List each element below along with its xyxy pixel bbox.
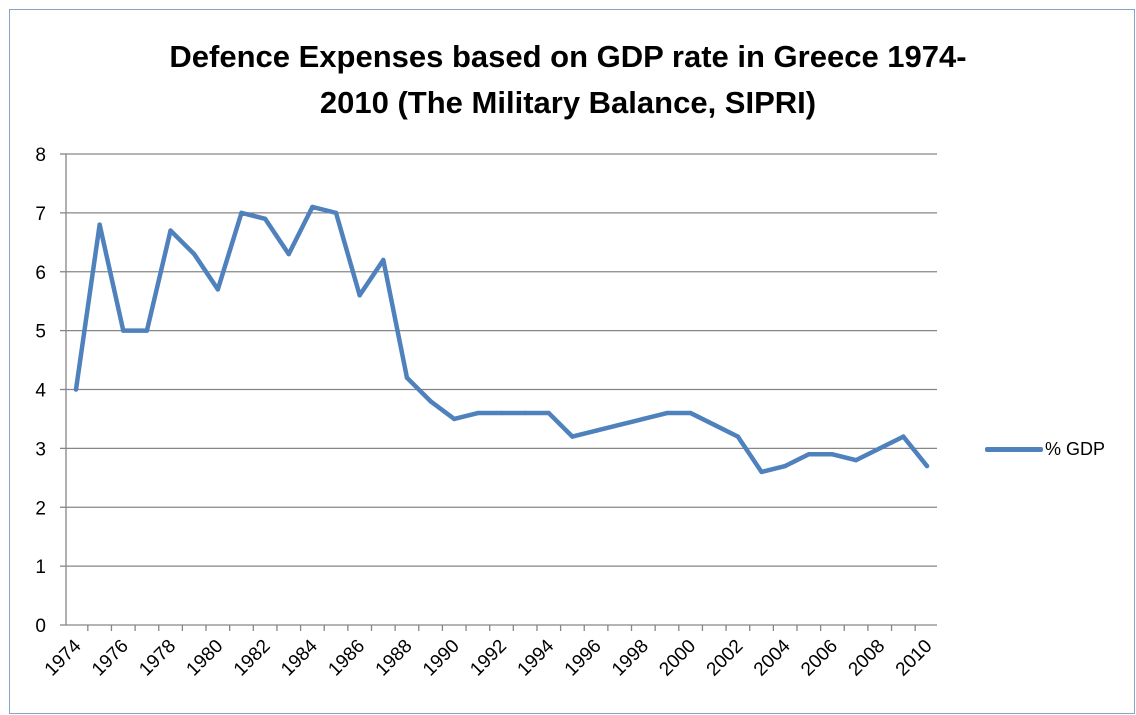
data-point [924,463,930,469]
x-tick-label: 1990 [419,636,464,681]
data-point [73,387,79,392]
legend-series-label: % GDP [1045,438,1106,459]
chart-title-line-1: Defence Expenses based on GDP rate in Gr… [169,39,967,74]
data-point [877,446,882,451]
x-tick-label: 2006 [797,636,842,681]
x-tick-label: 1998 [608,636,653,681]
data-point [546,410,551,416]
chart-title: Defence Expenses based on GDP rate in Gr… [0,34,1136,126]
chart-area [9,9,1135,714]
x-tick-label: 1976 [88,636,133,681]
data-point [286,251,291,257]
x-tick-label: 1978 [135,636,180,681]
data-point [168,228,173,233]
y-tick-label: 5 [35,322,46,343]
data-point [735,434,741,439]
data-point [593,428,599,433]
x-tick-label: 2010 [892,636,937,681]
data-point [262,216,268,221]
x-tick-label: 1996 [561,636,606,681]
x-tick-label: 1992 [466,636,511,681]
x-tick-label: 2008 [845,636,890,681]
data-point [806,452,812,457]
data-point [144,328,150,333]
data-point [688,410,693,416]
legend: % GDP [985,437,1105,461]
data-point [310,204,315,210]
x-tick-label: 1988 [372,636,417,681]
data-point [239,210,244,216]
x-tick-label: 1986 [324,636,369,681]
data-point [121,328,126,333]
x-tick-label: 2004 [750,635,795,680]
x-tick-label: 1994 [514,635,559,680]
y-tick-label: 3 [35,439,46,460]
legend-series-swatch [985,446,1043,452]
data-point [782,463,788,469]
y-tick-label: 7 [35,204,46,225]
x-tick-label: 1980 [183,636,228,681]
y-tick-label: 8 [35,145,46,166]
x-tick-label: 1974 [41,635,86,680]
y-tick-label: 0 [35,616,46,637]
x-tick-label: 2000 [655,636,700,681]
data-point [97,222,102,227]
x-tick-label: 1984 [277,635,322,680]
data-point [404,375,410,380]
y-tick-label: 4 [35,381,46,402]
y-tick-label: 1 [35,557,46,578]
data-point [664,410,670,416]
data-point [428,399,433,404]
data-point [215,287,221,292]
data-point [381,257,386,263]
data-point [452,416,457,422]
data-point [522,410,528,416]
x-tick-label: 2002 [703,636,748,681]
data-point [617,422,622,428]
data-point [499,410,504,416]
data-point [759,469,764,475]
data-point [641,416,646,422]
data-point [333,210,339,216]
data-point [901,434,906,439]
data-point [570,434,575,439]
y-tick-label: 6 [35,263,46,284]
data-point [853,457,859,463]
data-point [475,410,481,416]
series-line [73,204,930,475]
data-point [357,293,362,298]
x-tick-label: 1982 [230,636,275,681]
y-tick-label: 2 [35,498,46,519]
data-point [830,452,835,457]
data-point [712,422,717,428]
chart-title-line-2: 2010 (The Military Balance, SIPRI) [319,85,817,120]
data-point [191,251,197,257]
